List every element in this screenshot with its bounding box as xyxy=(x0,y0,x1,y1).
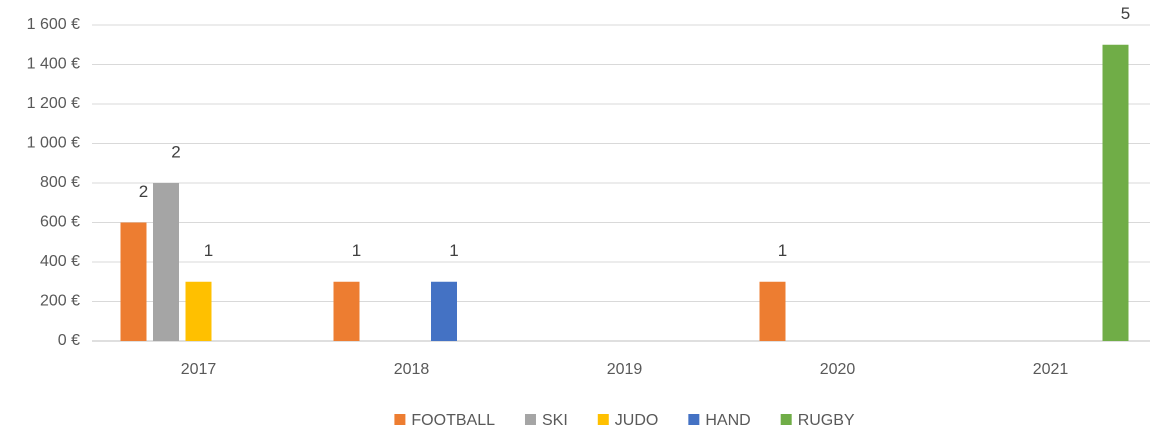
legend-label: JUDO xyxy=(615,412,659,429)
bar xyxy=(185,281,212,341)
count-label: 1 xyxy=(778,241,787,260)
count-label: 2 xyxy=(139,182,148,201)
count-label: 1 xyxy=(204,241,213,260)
y-tick-label: 800 € xyxy=(40,174,80,191)
legend-swatch xyxy=(524,414,536,425)
legend-label: RUGBY xyxy=(798,412,855,429)
x-tick-label: 2019 xyxy=(607,361,643,378)
legend-swatch xyxy=(394,414,406,425)
legend-swatch xyxy=(597,414,609,425)
x-tick-label: 2017 xyxy=(181,361,217,378)
legend-label: SKI xyxy=(542,412,568,429)
count-label: 5 xyxy=(1121,4,1130,23)
y-tick-label: 1 600 € xyxy=(27,16,80,33)
bar xyxy=(431,281,457,341)
bar xyxy=(333,281,360,341)
y-tick-label: 600 € xyxy=(40,214,80,231)
count-label: 2 xyxy=(171,142,180,161)
count-label: 1 xyxy=(449,241,458,260)
count-label: 1 xyxy=(352,241,361,260)
y-tick-label: 400 € xyxy=(40,253,80,270)
bar xyxy=(1102,44,1129,341)
y-tick-label: 1 400 € xyxy=(27,56,80,73)
bar xyxy=(759,281,786,341)
y-tick-label: 200 € xyxy=(40,293,80,310)
y-tick-label: 0 € xyxy=(58,332,80,349)
bar xyxy=(153,183,179,341)
legend-label: HAND xyxy=(705,412,750,429)
legend-swatch xyxy=(688,414,700,425)
bar xyxy=(120,222,147,341)
legend-swatch xyxy=(780,414,792,425)
y-tick-label: 1 000 € xyxy=(27,135,80,152)
y-tick-label: 1 200 € xyxy=(27,95,80,112)
x-tick-label: 2018 xyxy=(394,361,430,378)
x-tick-label: 2020 xyxy=(820,361,856,378)
legend-label: FOOTBALL xyxy=(411,412,495,429)
x-tick-label: 2021 xyxy=(1033,361,1069,378)
